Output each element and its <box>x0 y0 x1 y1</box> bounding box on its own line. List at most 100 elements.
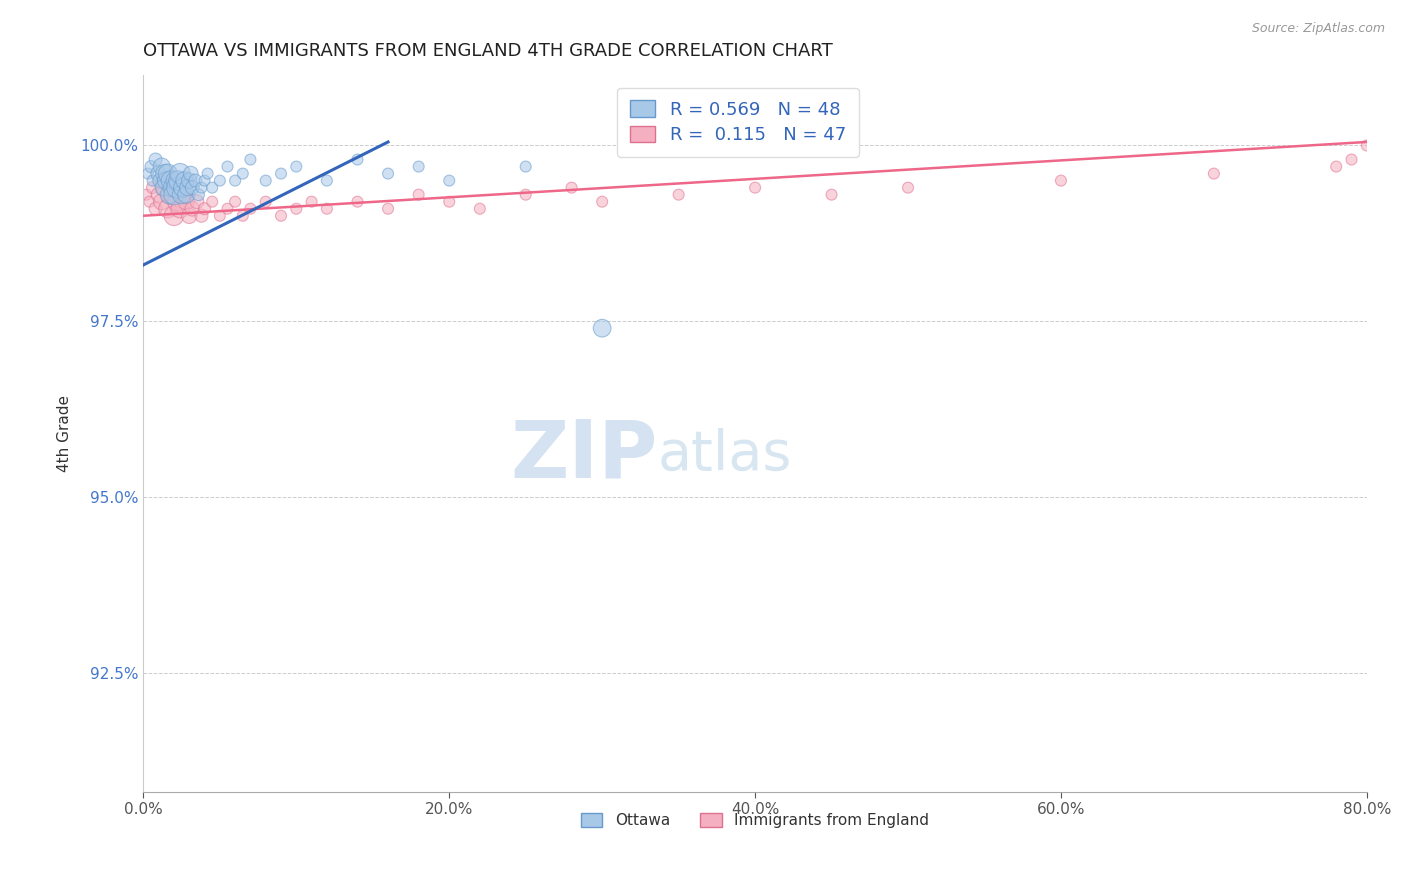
Point <box>1340 153 1362 167</box>
Point <box>181 180 204 194</box>
Point <box>232 209 254 223</box>
Point <box>301 194 323 209</box>
Point <box>160 187 183 202</box>
Point <box>515 187 537 202</box>
Point <box>190 180 212 194</box>
Point <box>156 202 179 216</box>
Text: ZIP: ZIP <box>510 416 657 494</box>
Point <box>187 187 209 202</box>
Y-axis label: 4th Grade: 4th Grade <box>58 395 72 472</box>
Point <box>270 167 292 181</box>
Text: atlas: atlas <box>657 428 792 482</box>
Point <box>377 202 399 216</box>
Point <box>346 153 368 167</box>
Point <box>162 180 184 194</box>
Point <box>150 160 173 174</box>
Point <box>139 160 162 174</box>
Point <box>170 187 193 202</box>
Point <box>153 167 176 181</box>
Point <box>668 187 690 202</box>
Point <box>1202 167 1225 181</box>
Point <box>136 167 159 181</box>
Point <box>156 167 179 181</box>
Point <box>135 187 157 202</box>
Point <box>591 194 613 209</box>
Point <box>184 173 207 187</box>
Point <box>169 202 191 216</box>
Point <box>163 209 186 223</box>
Point <box>197 167 219 181</box>
Text: OTTAWA VS IMMIGRANTS FROM ENGLAND 4TH GRADE CORRELATION CHART: OTTAWA VS IMMIGRANTS FROM ENGLAND 4TH GR… <box>143 42 834 60</box>
Point <box>439 194 461 209</box>
Point <box>172 187 194 202</box>
Point <box>163 187 186 202</box>
Point <box>173 173 195 187</box>
Point <box>169 167 191 181</box>
Point <box>150 194 173 209</box>
Point <box>1355 138 1378 153</box>
Legend: Ottawa, Immigrants from England: Ottawa, Immigrants from England <box>575 807 935 835</box>
Point <box>315 173 337 187</box>
Point <box>155 173 177 187</box>
Point <box>208 173 231 187</box>
Point <box>179 209 201 223</box>
Point <box>186 194 208 209</box>
Point <box>408 160 430 174</box>
Point <box>157 187 180 202</box>
Point <box>145 202 167 216</box>
Point <box>232 167 254 181</box>
Point <box>167 173 190 187</box>
Point <box>224 173 246 187</box>
Point <box>561 180 583 194</box>
Point <box>141 173 163 187</box>
Point <box>201 180 224 194</box>
Point <box>160 173 183 187</box>
Point <box>153 180 176 194</box>
Point <box>180 167 202 181</box>
Point <box>208 209 231 223</box>
Point <box>141 180 163 194</box>
Point <box>179 173 201 187</box>
Point <box>468 202 491 216</box>
Point <box>591 321 613 335</box>
Point <box>145 153 167 167</box>
Point <box>346 194 368 209</box>
Point <box>820 187 842 202</box>
Point <box>515 160 537 174</box>
Point <box>254 194 277 209</box>
Point <box>377 167 399 181</box>
Point <box>897 180 920 194</box>
Point <box>148 187 170 202</box>
Point <box>174 187 197 202</box>
Point <box>315 202 337 216</box>
Point <box>239 153 262 167</box>
Point <box>166 180 188 194</box>
Point <box>270 209 292 223</box>
Point <box>439 173 461 187</box>
Point <box>166 194 188 209</box>
Point <box>217 202 239 216</box>
Point <box>285 202 308 216</box>
Point <box>217 160 239 174</box>
Text: Source: ZipAtlas.com: Source: ZipAtlas.com <box>1251 22 1385 36</box>
Point <box>148 167 170 181</box>
Point <box>254 173 277 187</box>
Point <box>239 202 262 216</box>
Point <box>193 202 215 216</box>
Point <box>201 194 224 209</box>
Point <box>408 187 430 202</box>
Point <box>744 180 766 194</box>
Point <box>165 173 187 187</box>
Point <box>224 194 246 209</box>
Point <box>181 202 204 216</box>
Point <box>1050 173 1073 187</box>
Point <box>190 209 212 223</box>
Point <box>174 194 197 209</box>
Point <box>193 173 215 187</box>
Point <box>152 180 174 194</box>
Point <box>138 194 160 209</box>
Point <box>285 160 308 174</box>
Point <box>177 180 200 194</box>
Point <box>1324 160 1347 174</box>
Point <box>172 180 194 194</box>
